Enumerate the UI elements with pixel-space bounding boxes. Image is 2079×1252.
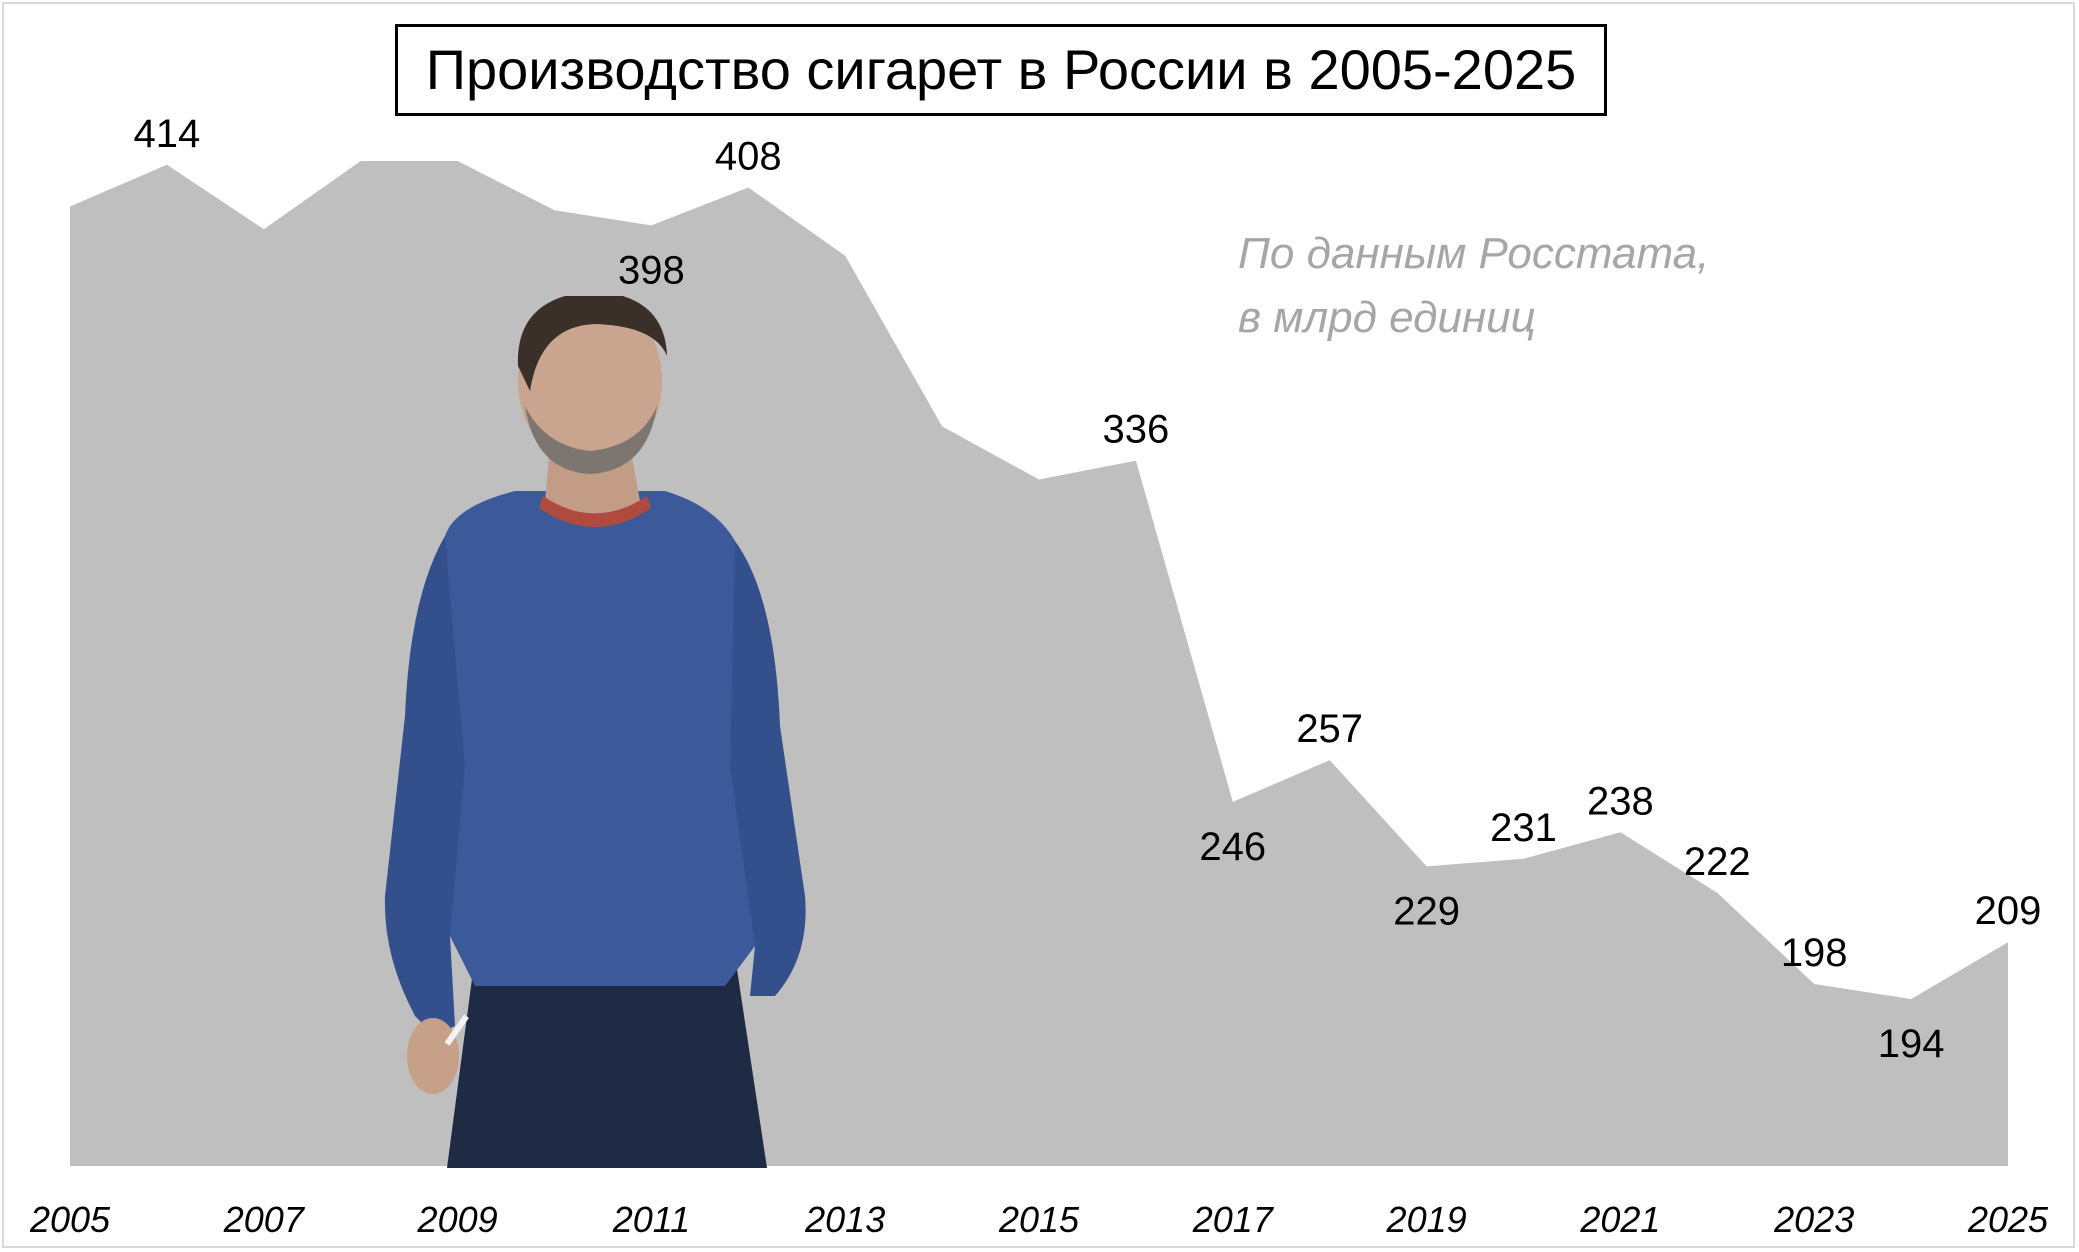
data-label-2024: 194: [1878, 1022, 1945, 1066]
source-note: По данным Росстата, в млрд единиц: [1238, 222, 1709, 350]
x-tick-label-2017: 2017: [1192, 1199, 1275, 1240]
data-label-2012: 408: [715, 135, 782, 179]
left-arm-shape: [384, 536, 465, 1036]
data-label-2019: 229: [1393, 889, 1460, 933]
beard-shape: [525, 406, 657, 474]
data-label-2017: 246: [1199, 825, 1266, 869]
data-label-2020: 231: [1490, 806, 1557, 850]
data-label-2006: 414: [134, 112, 201, 156]
data-label-2018: 257: [1296, 707, 1363, 751]
man-smoking-illustration: [384, 296, 806, 1168]
x-tick-label-2019: 2019: [1386, 1199, 1467, 1240]
x-tick-label-2015: 2015: [998, 1199, 1080, 1240]
collar-shape: [539, 496, 651, 527]
x-tick-label-2025: 2025: [1967, 1199, 2049, 1240]
jeans-shape: [447, 956, 767, 1168]
data-label-2023: 198: [1781, 931, 1848, 975]
x-tick-label-2009: 2009: [417, 1199, 498, 1240]
source-note-line-1: По данным Росстата,: [1238, 229, 1710, 278]
hair-shape: [517, 296, 667, 391]
chart-title: Производство сигарет в России в 2005-202…: [395, 24, 1607, 116]
data-label-2016: 336: [1103, 408, 1170, 452]
data-label-2025: 209: [1975, 889, 2042, 933]
sweater-shape: [440, 491, 765, 986]
x-tick-label-2021: 2021: [1579, 1199, 1660, 1240]
left-hand-shape: [407, 1018, 459, 1094]
x-tick-label-2013: 2013: [804, 1199, 885, 1240]
x-tick-label-2007: 2007: [223, 1199, 306, 1240]
data-label-2021: 238: [1587, 779, 1654, 823]
head-shape: [518, 296, 662, 469]
x-tick-label-2023: 2023: [1773, 1199, 1854, 1240]
right-arm-shape: [730, 541, 806, 996]
cigarette-icon: [444, 1014, 469, 1046]
data-label-2022: 222: [1684, 840, 1751, 884]
x-tick-label-2005: 2005: [29, 1199, 111, 1240]
x-tick-label-2011: 2011: [612, 1199, 690, 1240]
source-note-line-2: в млрд единиц: [1238, 293, 1536, 342]
data-label-2011: 398: [618, 248, 685, 292]
